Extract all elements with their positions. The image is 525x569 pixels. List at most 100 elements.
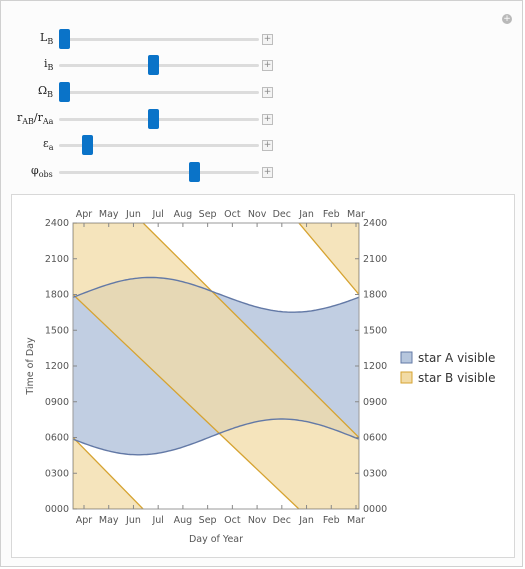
x-tick-label: Mar	[347, 515, 365, 526]
slider-expand-button[interactable]: +	[262, 34, 273, 45]
x-tick-label-top: Jul	[151, 209, 163, 220]
y-axis-label: Time of Day	[25, 337, 36, 396]
x-tick-label: Aug	[174, 515, 193, 526]
slider-expand-button[interactable]: +	[262, 114, 273, 125]
y-tick-label-right: 0300	[363, 468, 387, 479]
slider-row: ΩB +	[1, 79, 301, 105]
slider-label-main: L	[40, 31, 48, 44]
slider-label-sub: obs	[38, 170, 53, 180]
slider-label-mid: /r	[33, 111, 43, 124]
y-tick-label: 0600	[45, 433, 69, 444]
y-tick-label-right: 1200	[363, 361, 387, 372]
slider-label-main: ε	[43, 137, 49, 150]
slider-label-sub2: Aa	[42, 117, 54, 127]
star-b-area	[73, 223, 359, 509]
x-tick-label: Jun	[125, 515, 141, 526]
slider-label-sub: B	[47, 63, 54, 73]
slider-thumb[interactable]	[147, 55, 159, 75]
slider-track[interactable]	[59, 118, 259, 121]
y-tick-label: 0000	[45, 504, 69, 515]
slider-label: ΩB	[38, 84, 53, 99]
slider-label: LB	[40, 31, 53, 46]
slider-track[interactable]	[59, 38, 259, 41]
x-tick-label-top: Aug	[174, 209, 193, 220]
x-axis-label: Day of Year	[189, 534, 243, 545]
star-a-upper-line	[73, 276, 359, 313]
slider-track[interactable]	[59, 144, 259, 147]
slider-label-main: i	[44, 57, 48, 70]
options-icon[interactable]: +	[502, 14, 512, 24]
star-a-lower-line	[73, 418, 359, 456]
slider-label-sub: a	[48, 143, 54, 153]
y-tick-label-right: 0600	[363, 433, 387, 444]
slider-track[interactable]	[59, 64, 259, 67]
legend-label: star A visible	[418, 351, 495, 365]
y-tick-label-right: 2400	[363, 218, 387, 229]
slider-row: rAB/rAa +	[1, 106, 301, 132]
slider-thumb[interactable]	[81, 135, 93, 155]
y-tick-label: 0900	[45, 397, 69, 408]
x-tick-label: Apr	[76, 515, 93, 526]
slider-track[interactable]	[59, 171, 259, 174]
x-tick-label: Nov	[248, 515, 267, 526]
x-tick-label-top: Jun	[125, 209, 141, 220]
y-tick-label-right: 0000	[363, 504, 387, 515]
x-tick-label-top: Dec	[273, 209, 291, 220]
visibility-chart: Apr Apr May May Jun Jun Jul Jul Aug Aug Sep Sep Oct O…	[25, 209, 495, 545]
slider-row: φobs +	[1, 159, 301, 185]
x-tick-label-top: Feb	[323, 209, 340, 220]
slider-expand-button[interactable]: +	[262, 87, 273, 98]
slider-label-sub: B	[47, 90, 54, 100]
slider-label-main: Ω	[38, 84, 48, 97]
y-tick-label-right: 1800	[363, 290, 387, 301]
legend-swatch	[400, 371, 413, 384]
x-tick-label: Dec	[273, 515, 291, 526]
x-tick-label-top: May	[99, 209, 119, 220]
x-tick-label: May	[99, 515, 119, 526]
y-tick-label-right: 0900	[363, 397, 387, 408]
slider-label-main: φ	[31, 164, 39, 177]
x-tick-label-top: Jan	[298, 209, 314, 220]
slider-row: εa +	[1, 132, 301, 158]
y-tick-label: 1800	[45, 290, 69, 301]
y-tick-label: 1200	[45, 361, 69, 372]
legend-swatch	[400, 351, 413, 364]
y-tick-label: 0300	[45, 468, 69, 479]
y-tick-label-right: 1500	[363, 325, 387, 336]
slider-label-sub: B	[47, 37, 54, 47]
x-tick-label-top: Oct	[224, 209, 241, 220]
star-b-area	[73, 436, 145, 509]
slider-label: φobs	[31, 164, 53, 179]
x-tick-label: Oct	[224, 515, 241, 526]
slider-expand-button[interactable]: +	[262, 140, 273, 151]
x-tick-label: Feb	[323, 515, 340, 526]
y-tick-label: 2400	[45, 218, 69, 229]
legend-label: star B visible	[418, 371, 495, 385]
slider-expand-button[interactable]: +	[262, 60, 273, 71]
slider-thumb[interactable]	[59, 82, 70, 102]
slider-label: rAB/rAa	[17, 111, 53, 126]
slider-row: LB +	[1, 26, 301, 52]
slider-label-main: r	[17, 111, 23, 124]
x-tick-label-top: Mar	[347, 209, 365, 220]
slider-row: iB +	[1, 52, 301, 78]
x-tick-label: Sep	[199, 515, 217, 526]
y-tick-label: 2100	[45, 254, 69, 265]
y-tick-label: 1500	[45, 325, 69, 336]
y-tick-label-right: 2100	[363, 254, 387, 265]
plot-frame: Apr Apr May May Jun Jun Jul Jul Aug Aug Sep Sep Oct O…	[11, 194, 515, 558]
slider-thumb[interactable]	[147, 109, 159, 129]
slider-thumb[interactable]	[189, 162, 201, 182]
x-tick-label-top: Nov	[248, 209, 267, 220]
slider-label: iB	[44, 57, 53, 72]
slider-expand-button[interactable]: +	[262, 167, 273, 178]
slider-label-sub: AB	[22, 117, 34, 127]
slider-label: εa	[43, 137, 53, 152]
x-tick-label-top: Sep	[199, 209, 217, 220]
slider-thumb[interactable]	[59, 29, 70, 49]
x-tick-label-top: Apr	[76, 209, 93, 220]
x-tick-label: Jul	[151, 515, 163, 526]
slider-track[interactable]	[59, 91, 259, 94]
star-b-area	[298, 223, 359, 296]
